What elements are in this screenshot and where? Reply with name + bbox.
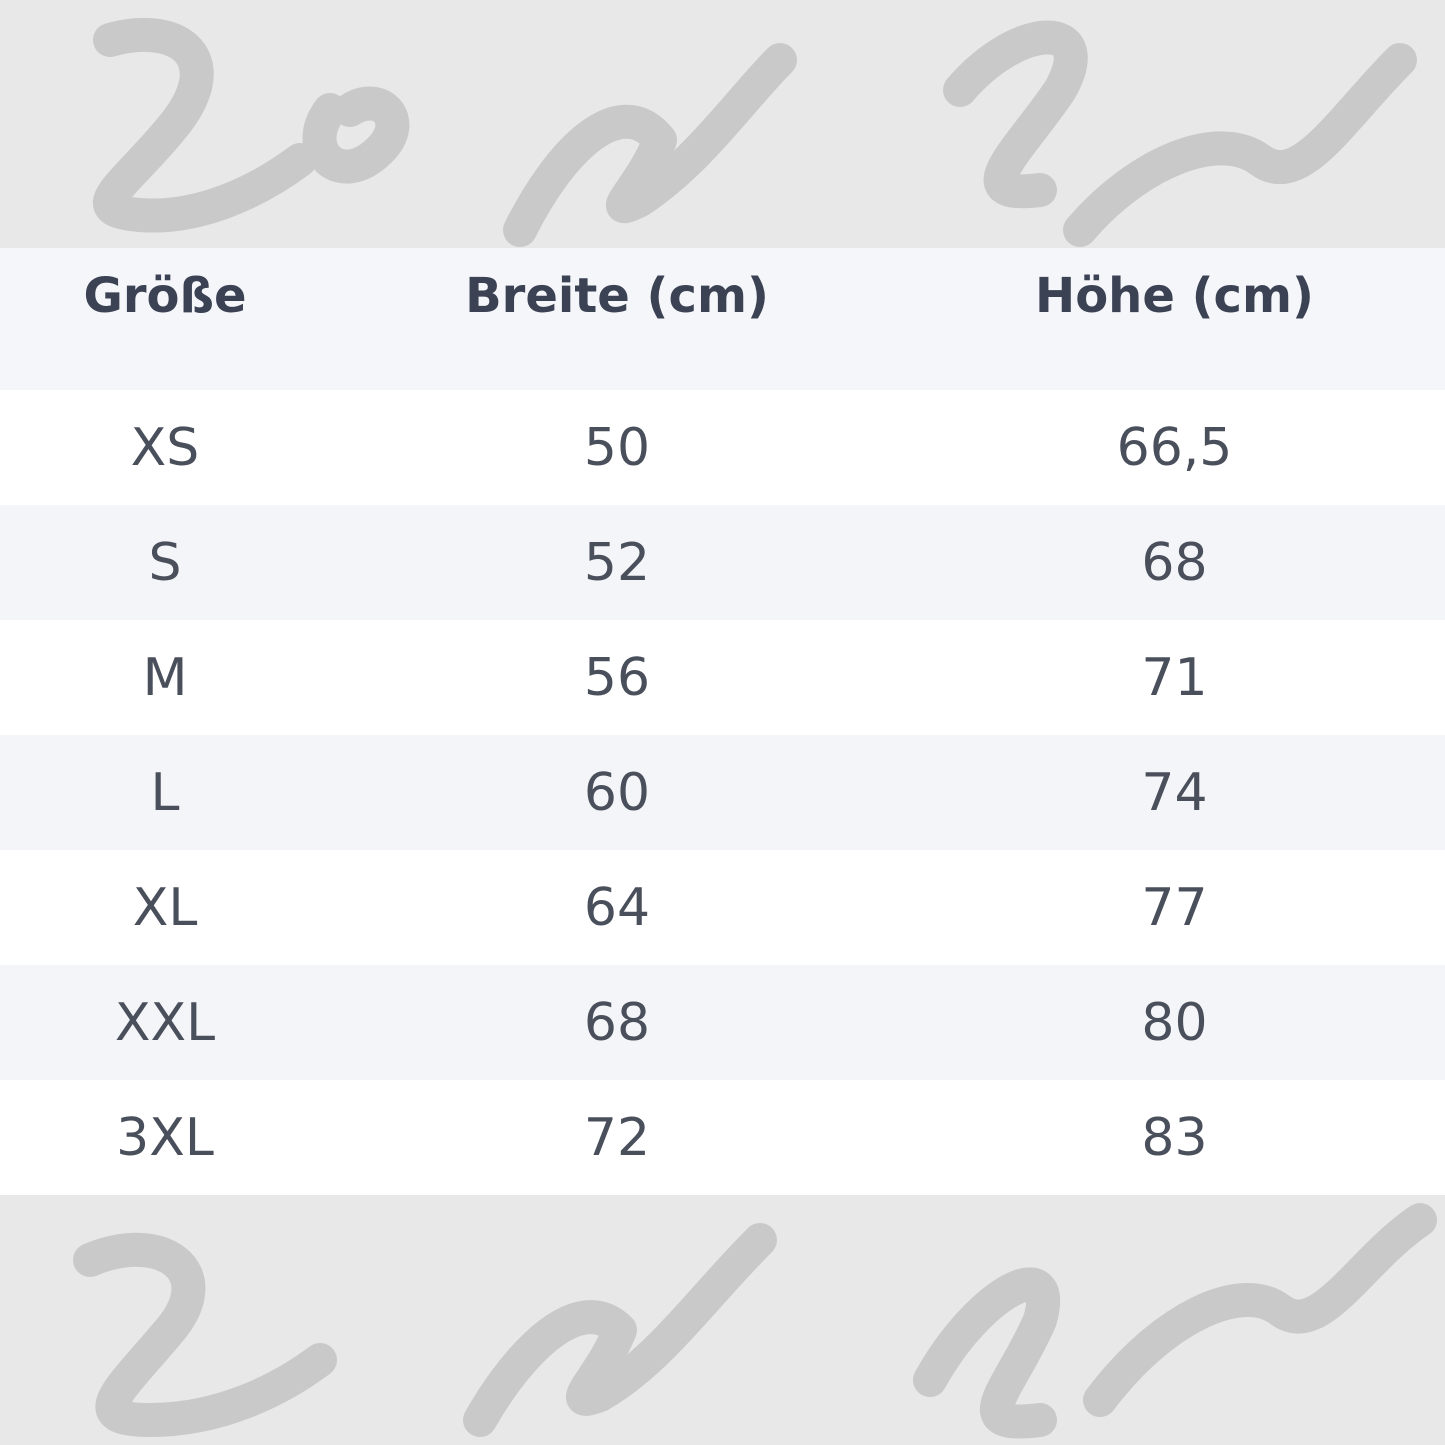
header-size: Größe bbox=[83, 268, 247, 324]
width-cell: 52 bbox=[583, 532, 651, 593]
height-cell: 66,5 bbox=[1116, 417, 1233, 478]
size-cell: 3XL bbox=[116, 1107, 214, 1168]
height-cell: 71 bbox=[1141, 647, 1208, 708]
table-header: Größe Breite (cm) Höhe (cm) bbox=[0, 248, 1445, 390]
table-row: XL 64 77 bbox=[0, 850, 1445, 965]
width-cell: 72 bbox=[583, 1107, 651, 1168]
height-cell: 74 bbox=[1141, 762, 1208, 823]
table-row: XS 50 66,5 bbox=[0, 390, 1445, 505]
size-cell: S bbox=[148, 532, 182, 593]
table-row: M 56 71 bbox=[0, 620, 1445, 735]
size-table: Größe Breite (cm) Höhe (cm) XS 50 66,5 S 52 6… bbox=[0, 248, 1445, 1195]
size-cell: M bbox=[142, 647, 188, 708]
height-cell: 77 bbox=[1141, 877, 1208, 938]
table-row: XXL 68 80 bbox=[0, 965, 1445, 1080]
height-cell: 80 bbox=[1141, 992, 1208, 1053]
header-width: Breite (cm) bbox=[465, 268, 769, 324]
width-cell: 50 bbox=[583, 417, 651, 478]
width-cell: 60 bbox=[583, 762, 651, 823]
table-row: 3XL 72 83 bbox=[0, 1080, 1445, 1195]
header-height: Höhe (cm) bbox=[1035, 268, 1314, 324]
size-cell: L bbox=[150, 762, 180, 823]
table-row: L 60 74 bbox=[0, 735, 1445, 850]
size-cell: XL bbox=[132, 877, 198, 938]
table-body: XS 50 66,5 S 52 68 M 56 71 L 60 74 XL 64 77 XXL 68 80 3XL 7… bbox=[0, 390, 1445, 1195]
height-cell: 83 bbox=[1141, 1107, 1208, 1168]
size-cell: XS bbox=[130, 417, 200, 478]
width-cell: 64 bbox=[583, 877, 651, 938]
height-cell: 68 bbox=[1141, 532, 1208, 593]
size-cell: XXL bbox=[114, 992, 216, 1053]
width-cell: 56 bbox=[583, 647, 651, 708]
width-cell: 68 bbox=[583, 992, 651, 1053]
table-row: S 52 68 bbox=[0, 505, 1445, 620]
